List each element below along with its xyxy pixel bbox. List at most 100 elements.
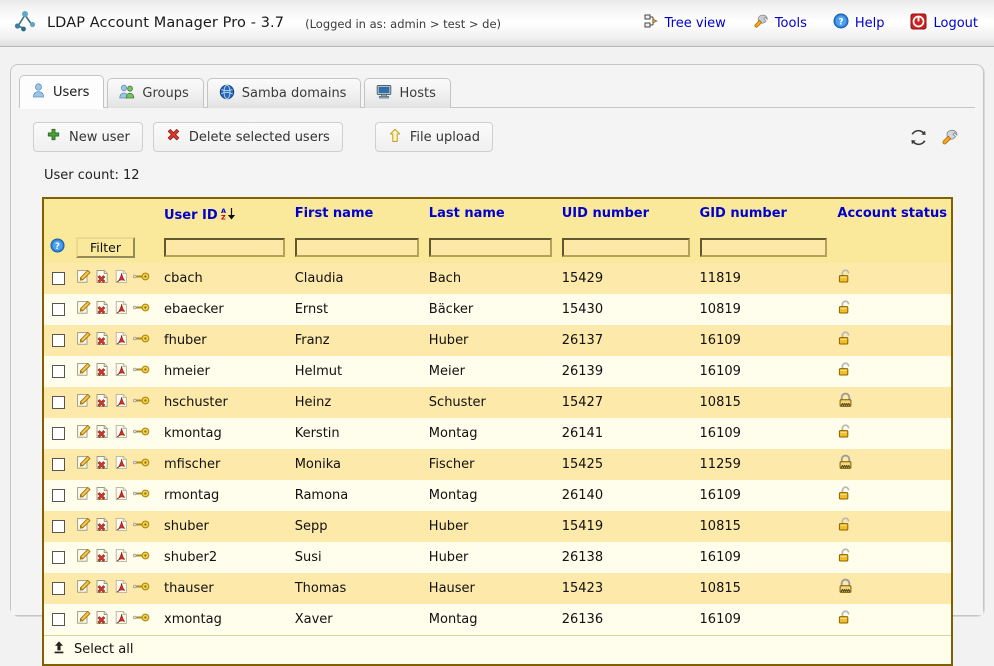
edit-icon[interactable] — [76, 300, 91, 319]
col-header-gidnumber[interactable]: GID number — [693, 199, 832, 232]
row-select-checkbox[interactable] — [51, 334, 65, 347]
tab-hosts[interactable]: Hosts — [364, 78, 451, 108]
pdf-icon[interactable] — [114, 331, 129, 350]
delete-icon[interactable] — [95, 331, 110, 350]
refresh-sync-icon[interactable] — [909, 128, 928, 147]
key-icon[interactable] — [132, 394, 150, 411]
row-select-checkbox[interactable] — [51, 365, 65, 378]
edit-icon[interactable] — [76, 331, 91, 350]
padlock-unlocked-icon[interactable] — [837, 362, 854, 382]
tab-samba-domains[interactable]: Samba domains — [206, 78, 362, 108]
key-icon[interactable] — [132, 425, 150, 442]
edit-icon[interactable] — [76, 610, 91, 629]
cell-account-status — [831, 356, 951, 387]
pdf-icon[interactable] — [114, 362, 129, 381]
delete-icon[interactable] — [95, 393, 110, 412]
pdf-icon[interactable] — [114, 269, 129, 288]
delete-icon[interactable] — [95, 579, 110, 598]
filter-input-firstname[interactable] — [294, 238, 419, 257]
padlock-locked-icon[interactable] — [837, 454, 854, 475]
delete-icon[interactable] — [95, 517, 110, 536]
edit-icon[interactable] — [76, 579, 91, 598]
padlock-unlocked-icon[interactable] — [837, 517, 854, 537]
row-select-checkbox[interactable] — [51, 520, 65, 533]
padlock-unlocked-icon[interactable] — [837, 300, 854, 320]
key-icon[interactable] — [132, 363, 150, 380]
new-user-button[interactable]: New user — [33, 122, 143, 152]
row-select-checkbox[interactable] — [51, 272, 65, 285]
padlock-unlocked-icon[interactable] — [837, 424, 854, 444]
nav-logout[interactable]: Logout — [910, 13, 978, 34]
col-header-userid[interactable]: User ID A Z — [158, 199, 289, 232]
table-row: fhuber Franz Huber 26137 16109 — [44, 325, 951, 356]
padlock-locked-icon[interactable] — [837, 392, 854, 413]
nav-tree-view[interactable]: Tree view — [643, 13, 726, 33]
padlock-locked-icon[interactable] — [837, 578, 854, 599]
key-icon[interactable] — [132, 456, 150, 473]
delete-selected-users-button[interactable]: Delete selected users — [152, 122, 343, 152]
filter-input-gidnumber[interactable] — [699, 238, 828, 257]
padlock-unlocked-icon[interactable] — [837, 548, 854, 568]
key-icon[interactable] — [132, 332, 150, 349]
col-header-lastname[interactable]: Last name — [422, 199, 556, 232]
key-icon[interactable] — [132, 580, 150, 597]
padlock-unlocked-icon[interactable] — [837, 269, 854, 289]
pdf-icon[interactable] — [114, 455, 129, 474]
row-select-checkbox[interactable] — [51, 551, 65, 564]
pdf-icon[interactable] — [114, 486, 129, 505]
edit-icon[interactable] — [76, 362, 91, 381]
edit-icon[interactable] — [76, 486, 91, 505]
row-select-checkbox[interactable] — [51, 489, 65, 502]
edit-icon[interactable] — [76, 269, 91, 288]
pdf-icon[interactable] — [114, 548, 129, 567]
filter-input-lastname[interactable] — [428, 238, 552, 257]
nav-help[interactable]: ? Help — [833, 13, 884, 33]
padlock-unlocked-icon[interactable] — [837, 331, 854, 351]
delete-icon[interactable] — [95, 486, 110, 505]
help-question-icon[interactable]: ? — [49, 238, 65, 257]
delete-icon[interactable] — [95, 548, 110, 567]
edit-icon[interactable] — [76, 548, 91, 567]
edit-icon[interactable] — [76, 517, 91, 536]
edit-icon[interactable] — [76, 424, 91, 443]
key-icon[interactable] — [132, 487, 150, 504]
key-icon[interactable] — [132, 611, 150, 628]
edit-icon[interactable] — [76, 455, 91, 474]
key-icon[interactable] — [132, 301, 150, 318]
key-icon[interactable] — [132, 518, 150, 535]
filter-input-userid[interactable] — [164, 238, 285, 257]
row-select-checkbox[interactable] — [51, 458, 65, 471]
filter-button[interactable]: Filter — [76, 237, 135, 258]
delete-icon[interactable] — [95, 455, 110, 474]
padlock-unlocked-icon[interactable] — [837, 486, 854, 506]
row-select-checkbox[interactable] — [51, 582, 65, 595]
edit-icon[interactable] — [76, 393, 91, 412]
row-select-checkbox[interactable] — [51, 613, 65, 626]
tools-wrench-icon[interactable] — [940, 128, 959, 147]
padlock-unlocked-icon[interactable] — [837, 610, 854, 630]
col-header-uidnumber[interactable]: UID number — [555, 199, 694, 232]
delete-icon[interactable] — [95, 424, 110, 443]
pdf-icon[interactable] — [114, 424, 129, 443]
pdf-icon[interactable] — [114, 579, 129, 598]
delete-icon[interactable] — [95, 610, 110, 629]
select-all-control[interactable]: Select all — [52, 640, 945, 659]
key-icon[interactable] — [132, 549, 150, 566]
tab-groups[interactable]: Groups — [107, 78, 204, 108]
row-select-checkbox[interactable] — [51, 396, 65, 409]
tab-users[interactable]: Users — [19, 75, 105, 109]
nav-tools[interactable]: Tools — [752, 13, 807, 34]
pdf-icon[interactable] — [114, 610, 129, 629]
file-upload-button[interactable]: File upload — [374, 122, 493, 152]
delete-icon[interactable] — [95, 362, 110, 381]
filter-input-uidnumber[interactable] — [561, 238, 690, 257]
row-select-checkbox[interactable] — [51, 427, 65, 440]
key-icon[interactable] — [132, 270, 150, 287]
row-select-checkbox[interactable] — [51, 303, 65, 316]
pdf-icon[interactable] — [114, 300, 129, 319]
pdf-icon[interactable] — [114, 393, 129, 412]
delete-icon[interactable] — [95, 300, 110, 319]
delete-icon[interactable] — [95, 269, 110, 288]
pdf-icon[interactable] — [114, 517, 129, 536]
col-header-firstname[interactable]: First name — [288, 199, 423, 232]
